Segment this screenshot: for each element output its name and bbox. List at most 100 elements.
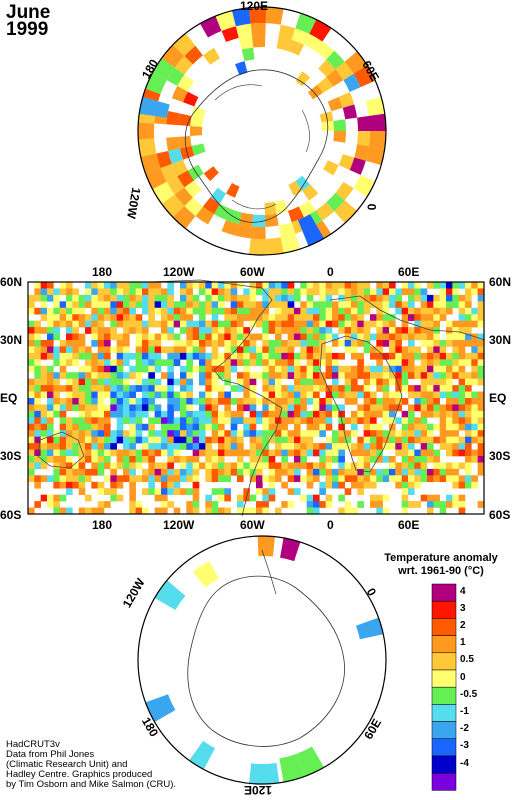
grid-cell — [129, 443, 136, 450]
grid-cell — [154, 320, 162, 328]
grid-cell — [66, 378, 73, 386]
polar-grid-cell — [190, 125, 203, 137]
grid-cell — [192, 282, 200, 289]
grid-cell — [154, 307, 162, 315]
grid-cell — [249, 352, 257, 360]
grid-cell — [408, 430, 415, 437]
grid-cell — [180, 456, 187, 463]
grid-cell — [78, 346, 86, 354]
grid-cell — [34, 365, 41, 373]
grid-cell — [78, 301, 86, 309]
grid-cell — [97, 410, 105, 418]
grid-cell — [452, 410, 459, 418]
grid-cell — [116, 340, 124, 347]
grid-cell — [275, 423, 282, 431]
grid-cell — [167, 404, 174, 412]
grid-cell — [382, 391, 390, 399]
grid-cell — [135, 301, 143, 309]
grid-cell — [91, 301, 98, 309]
grid-cell — [268, 462, 276, 470]
polar-grid-cell — [250, 226, 266, 239]
polar-grid-cell — [250, 23, 266, 36]
grid-cell — [325, 462, 333, 470]
grid-cell — [281, 462, 288, 470]
grid-cell — [116, 282, 124, 289]
grid-cell — [300, 494, 307, 502]
grid-cell — [376, 294, 383, 302]
grid-cell — [59, 372, 67, 379]
grid-cell — [173, 430, 181, 437]
grid-cell — [237, 372, 244, 379]
grid-cell — [28, 327, 35, 334]
grid-cell — [192, 423, 200, 431]
polar-grid-cell — [215, 10, 236, 31]
grid-cell — [313, 398, 320, 405]
grid-cell — [218, 294, 225, 302]
grid-cell — [344, 282, 352, 289]
grid-cell — [218, 282, 225, 289]
grid-cell — [123, 410, 130, 418]
grid-cell — [237, 398, 244, 405]
grid-cell — [300, 378, 307, 386]
grid-cell — [471, 359, 478, 367]
grid-cell — [199, 372, 206, 379]
right-lat-label-30s: 30S — [489, 449, 511, 463]
grid-cell — [40, 340, 48, 347]
grid-cell — [91, 507, 98, 515]
grid-cell — [243, 378, 250, 386]
grid-cell — [439, 443, 447, 450]
grid-cell — [408, 385, 415, 392]
grid-cell — [382, 443, 390, 450]
top-lon-label-120w: 120W — [163, 265, 195, 279]
grid-cell — [167, 327, 174, 334]
grid-cell — [186, 307, 193, 315]
grid-cell — [382, 436, 390, 444]
grid-cell — [116, 481, 124, 489]
grid-cell — [40, 423, 48, 431]
grid-cell — [91, 385, 98, 392]
grid-cell — [382, 282, 390, 289]
grid-cell — [154, 507, 162, 515]
grid-cell — [357, 385, 364, 392]
grid-cell — [306, 501, 314, 508]
grid-cell — [53, 501, 60, 508]
grid-cell — [389, 410, 396, 418]
grid-cell — [433, 462, 440, 470]
grid-cell — [237, 462, 244, 470]
grid-cell — [477, 443, 485, 450]
grid-cell — [78, 488, 86, 495]
grid-cell — [376, 314, 383, 321]
grid-cell — [420, 314, 428, 321]
grid-cell — [91, 430, 98, 437]
grid-cell — [306, 423, 314, 431]
grid-cell — [237, 443, 244, 450]
grid-cell — [477, 346, 485, 354]
grid-cell — [458, 320, 466, 328]
grid-cell — [376, 307, 383, 315]
grid-cell — [319, 404, 326, 412]
grid-cell — [110, 346, 117, 354]
grid-cell — [85, 346, 92, 354]
grid-cell — [66, 320, 73, 328]
grid-cell — [452, 333, 459, 341]
grid-cell — [243, 333, 250, 341]
grid-cell — [161, 501, 168, 508]
grid-cell — [262, 507, 269, 515]
grid-cell — [116, 372, 124, 379]
grid-cell — [192, 443, 200, 450]
grid-cell — [161, 307, 168, 315]
grid-cell — [129, 288, 136, 296]
polar-grid-cell — [178, 136, 192, 149]
grid-cell — [40, 417, 48, 425]
grid-cell — [91, 481, 98, 489]
map-title: June 1999 — [6, 3, 50, 39]
grid-cell — [319, 327, 326, 334]
grid-cell — [275, 410, 282, 418]
grid-cell — [104, 488, 111, 495]
grid-cell — [91, 365, 98, 373]
grid-cell — [256, 372, 263, 379]
grid-cell — [40, 410, 48, 418]
grid-cell — [243, 365, 250, 373]
grid-cell — [40, 314, 48, 321]
grid-cell — [237, 327, 244, 334]
